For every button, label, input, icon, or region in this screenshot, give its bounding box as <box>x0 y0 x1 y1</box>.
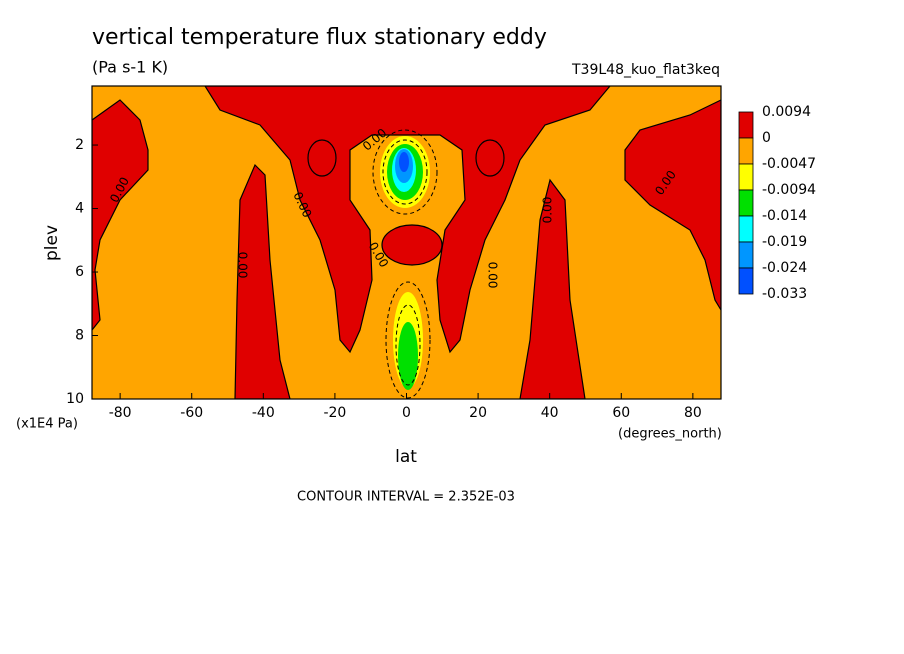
y-tick-label: 4 <box>75 201 84 217</box>
contour-label: 0.00 <box>236 252 250 279</box>
y-axis-units: (x1E4 Pa) <box>16 417 78 432</box>
fill-region <box>519 178 586 399</box>
colorbar-label: -0.024 <box>762 260 807 276</box>
colorbar-swatch <box>738 111 754 139</box>
colorbar-swatch <box>738 215 754 243</box>
contour-line <box>395 304 421 386</box>
x-tick-label: -80 <box>109 405 132 421</box>
footnote: CONTOUR INTERVAL = 2.352E-03 <box>297 490 515 505</box>
contour-label: 0.00 <box>541 197 555 224</box>
colorbar-label: -0.0094 <box>762 182 816 198</box>
colorbar-swatch <box>738 163 754 191</box>
colorbar-swatch <box>738 137 754 165</box>
x-tick-label: 60 <box>612 405 630 421</box>
x-axis-label: lat <box>395 447 417 467</box>
contour-label: 0.00 <box>486 262 500 289</box>
colorbar-label: 0.0094 <box>762 104 811 120</box>
y-tick-label: 10 <box>66 391 84 407</box>
colorbar-label: -0.014 <box>762 208 807 224</box>
colorbar-swatch <box>738 189 754 217</box>
contour-line <box>475 139 505 177</box>
subtitle: (Pa s-1 K) <box>92 58 168 77</box>
contour-line <box>382 139 428 205</box>
colorbar-swatch <box>738 241 754 269</box>
fill-region <box>398 322 418 390</box>
x-tick-label: -20 <box>323 405 346 421</box>
x-tick-label: 0 <box>402 405 411 421</box>
fill-region <box>399 152 409 172</box>
y-tick-label: 6 <box>75 264 84 280</box>
negative-regions <box>307 129 505 399</box>
x-axis-units: (degrees_north) <box>618 427 722 442</box>
chart-title: vertical temperature flux stationary edd… <box>92 25 547 50</box>
x-tick-label: -60 <box>180 405 203 421</box>
colorbar-label: 0 <box>762 130 771 146</box>
fill-region <box>204 86 611 354</box>
y-tick-label: 2 <box>75 137 84 153</box>
fill-region <box>92 99 149 331</box>
colorbar-swatch <box>738 267 754 295</box>
y-axis-label: plev <box>42 225 62 261</box>
x-tick-label: 20 <box>469 405 487 421</box>
x-tick-label: 80 <box>684 405 702 421</box>
contour-line <box>372 129 438 215</box>
dataset-label: T39L48_kuo_flat3keq <box>571 62 720 78</box>
positive-regions <box>92 86 721 399</box>
contour-line <box>307 139 337 177</box>
contour-line <box>385 281 431 399</box>
colorbar-label: -0.033 <box>762 286 807 302</box>
plot-area <box>92 86 721 399</box>
x-tick-label: 40 <box>541 405 559 421</box>
fill-region <box>624 99 721 312</box>
fill-region <box>381 224 443 266</box>
fill-region <box>234 163 291 399</box>
y-tick-label: 8 <box>75 328 84 344</box>
colorbar-label: -0.0047 <box>762 156 816 172</box>
colorbar-label: -0.019 <box>762 234 807 250</box>
x-tick-label: -40 <box>252 405 275 421</box>
